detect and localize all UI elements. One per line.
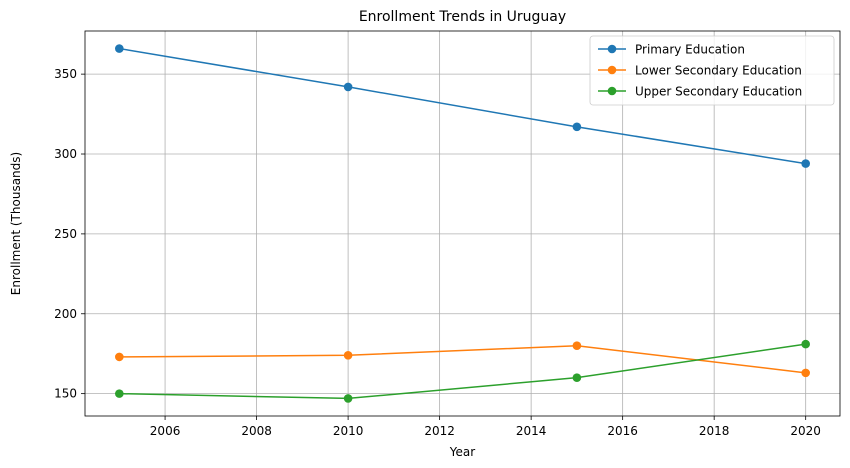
y-tick-label: 150: [54, 387, 77, 401]
x-tick-label: 2010: [333, 424, 364, 438]
series-3: [115, 339, 810, 403]
x-axis-label: Year: [449, 445, 475, 459]
y-axis-label: Enrollment (Thousands): [9, 152, 23, 295]
series-layer: [115, 44, 810, 403]
data-point: [572, 122, 582, 132]
chart-title: Enrollment Trends in Uruguay: [359, 9, 566, 25]
data-point: [801, 339, 810, 349]
data-point: [343, 350, 353, 360]
x-tick-label: 2020: [790, 424, 821, 438]
legend-marker: [607, 86, 617, 96]
legend-label: Primary Education: [635, 43, 745, 57]
data-point: [115, 352, 124, 362]
x-tick-label: 2018: [699, 424, 730, 438]
y-tick-label: 250: [54, 227, 77, 241]
legend-item: Primary Education: [598, 43, 745, 57]
legend-label: Upper Secondary Education: [635, 85, 802, 99]
legend-box: [589, 35, 835, 106]
x-tick-label: 2012: [424, 424, 455, 438]
series-line: [119, 343, 806, 400]
x-tick-label: 2006: [150, 424, 181, 438]
data-point: [115, 44, 124, 53]
data-point: [572, 341, 582, 351]
legend-item: Upper Secondary Education: [598, 85, 802, 99]
data-point: [343, 82, 353, 92]
data-point: [343, 394, 353, 403]
series-2: [115, 341, 810, 378]
y-tick-label: 200: [54, 307, 77, 321]
legend-item: Lower Secondary Education: [598, 64, 802, 78]
series-1: [115, 44, 810, 168]
series-line: [119, 47, 806, 165]
y-tick-label: 350: [54, 67, 77, 81]
data-point: [801, 368, 810, 378]
data-point: [115, 389, 124, 398]
axis-ticks: 2006 2008 2010 2012 2014 2016 2018 2020 150 200 25…: [54, 67, 821, 438]
x-tick-label: 2008: [241, 424, 272, 438]
legend-marker: [607, 44, 617, 54]
x-tick-label: 2016: [607, 424, 638, 438]
x-tick-label: 2014: [516, 424, 547, 438]
legend: Primary Education Lower Secondary Educati…: [589, 35, 835, 106]
data-point: [801, 159, 810, 168]
legend-marker: [607, 65, 617, 75]
y-tick-label: 300: [54, 147, 77, 161]
plot-area-frame: [84, 30, 841, 417]
legend-label: Lower Secondary Education: [635, 64, 802, 78]
data-point: [572, 373, 582, 382]
series-line: [119, 344, 806, 374]
